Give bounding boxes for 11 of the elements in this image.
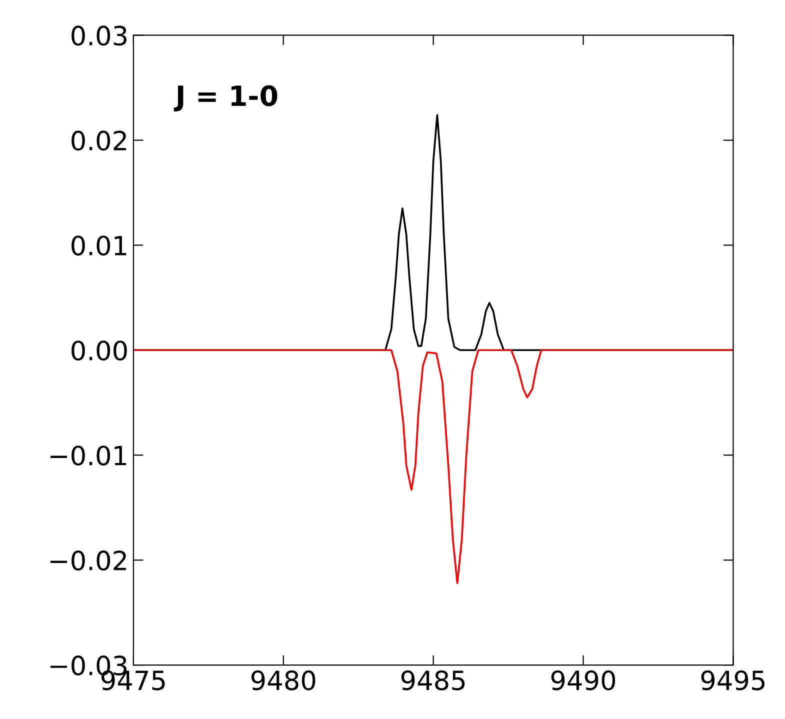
y-tick-label: −0.01 bbox=[50, 446, 126, 466]
annotation: J = 1-0 bbox=[174, 85, 278, 112]
x-tick-label: 9485 bbox=[401, 670, 465, 690]
x-tick-label: 9495 bbox=[701, 670, 764, 690]
y-tick-label: 0.00 bbox=[72, 340, 127, 361]
y-tick-label: 0.02 bbox=[72, 130, 126, 151]
x-tick-label: 9480 bbox=[251, 670, 316, 690]
y-tick-label: 0.01 bbox=[72, 236, 126, 256]
y-tick-label: 0.03 bbox=[72, 26, 126, 46]
x-tick-label: 9490 bbox=[551, 670, 616, 690]
y-tick-label: −0.02 bbox=[50, 550, 126, 570]
